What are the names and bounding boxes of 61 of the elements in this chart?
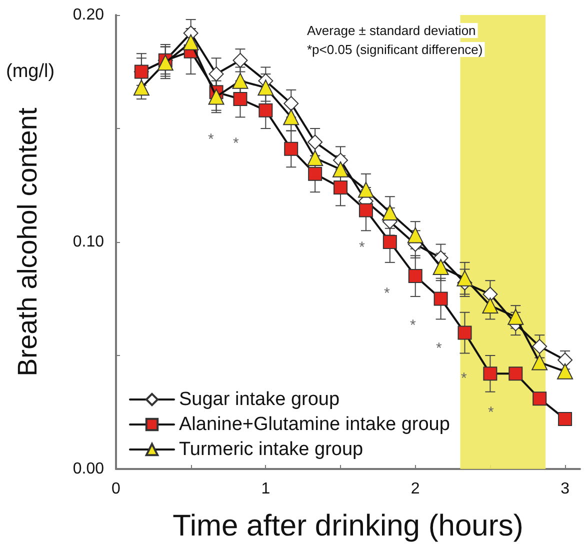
point (284, 142, 298, 156)
point (258, 103, 273, 118)
legend-label: Alanine+Glutamine intake group (179, 414, 450, 435)
point (382, 204, 398, 220)
x-tick-label: 2 (410, 480, 420, 498)
point (208, 88, 224, 105)
y-tick-label: 0.20 (72, 6, 104, 24)
y-axis-title: Breath alcohol content (12, 107, 42, 376)
point (557, 363, 574, 380)
point (283, 109, 300, 126)
x-tick-label: 1 (261, 480, 270, 498)
point (358, 182, 374, 198)
text: (mg/l) (6, 61, 55, 82)
point (232, 72, 248, 89)
annotation: * (410, 317, 416, 334)
point (182, 34, 199, 50)
annotation: * (384, 285, 390, 302)
point (432, 258, 449, 275)
annotation: * (488, 404, 494, 421)
point (358, 203, 373, 218)
point (258, 80, 274, 96)
point (308, 134, 323, 150)
point (482, 298, 498, 314)
point (332, 161, 349, 178)
point (334, 180, 348, 195)
y-tick-label: 0.00 (72, 460, 104, 478)
point (458, 326, 472, 340)
point (532, 392, 547, 406)
point (284, 96, 299, 112)
annotation: Average ± standard deviation (307, 23, 476, 38)
annotation: * (233, 135, 239, 152)
annotation: * (436, 340, 442, 357)
point (382, 235, 397, 249)
annotation: * (359, 239, 365, 256)
point (508, 366, 523, 381)
point (532, 338, 548, 354)
point (508, 308, 524, 325)
annotation: * (461, 370, 467, 387)
point (434, 292, 448, 306)
point (407, 227, 424, 244)
y-tick-label: 0.10 (72, 234, 104, 250)
legend-label: Sugar intake group (179, 389, 340, 410)
x-tick-label: 3 (560, 480, 570, 498)
point (133, 80, 150, 96)
point (408, 269, 422, 284)
point (558, 412, 572, 426)
annotation: *p<0.05 (significant difference) (307, 42, 483, 57)
x-tick-label: 0 (112, 480, 121, 498)
point (308, 166, 322, 181)
point (233, 92, 248, 106)
x-axis-title: Time after drinking (hours) (172, 510, 524, 542)
point (482, 286, 498, 302)
point (208, 66, 224, 82)
point (532, 354, 548, 370)
point (157, 54, 174, 71)
point (307, 150, 324, 166)
point (483, 366, 498, 381)
point (456, 270, 473, 286)
annotation: * (208, 131, 214, 148)
legend-label: Turmeric intake group (179, 439, 364, 460)
point (232, 52, 248, 68)
